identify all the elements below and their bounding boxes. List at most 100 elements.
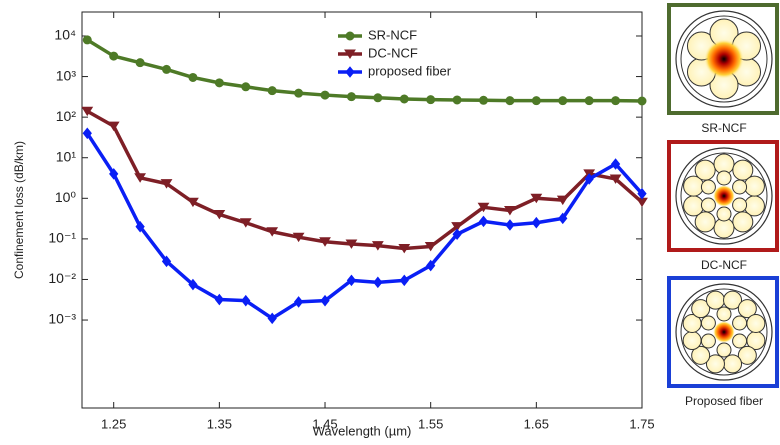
point xyxy=(556,195,569,206)
point xyxy=(584,96,594,106)
point xyxy=(611,96,621,106)
fiber-core-mode xyxy=(713,321,735,343)
y-tick-label: 10⁻¹ xyxy=(48,230,76,246)
point xyxy=(426,95,436,105)
fiber-tube xyxy=(716,206,732,222)
point xyxy=(294,88,304,98)
legend-label: DC-NCF xyxy=(368,45,418,60)
legend-marker xyxy=(344,49,356,59)
y-tick-label: 10³ xyxy=(56,67,77,83)
fiber-tube xyxy=(732,179,748,195)
point xyxy=(558,212,568,225)
point xyxy=(584,173,594,185)
point xyxy=(531,216,541,229)
point xyxy=(478,215,489,228)
x-tick-label: 1.35 xyxy=(207,416,232,431)
point xyxy=(530,193,543,204)
legend-marker xyxy=(345,31,355,41)
series-line xyxy=(85,132,644,321)
point xyxy=(610,158,621,170)
legend-label: SR-NCF xyxy=(368,27,417,42)
fiber-tube xyxy=(723,290,743,310)
fiber-tube xyxy=(705,290,725,310)
point xyxy=(267,312,277,325)
point xyxy=(452,228,462,241)
point xyxy=(213,209,226,220)
point xyxy=(346,92,356,102)
point xyxy=(188,278,198,291)
y-tick-label: 10⁻² xyxy=(48,270,76,286)
fiber-tube xyxy=(682,331,702,351)
fiber-tube xyxy=(700,333,716,349)
point xyxy=(239,218,252,228)
fiber-tube xyxy=(737,345,757,365)
fiber-tube xyxy=(700,315,716,331)
fiber-tube xyxy=(732,197,748,213)
fiber-tube xyxy=(723,354,743,374)
point xyxy=(266,227,279,237)
point xyxy=(426,259,436,272)
plot-frame xyxy=(81,11,643,409)
point xyxy=(399,274,409,287)
legend-marker xyxy=(345,66,355,78)
y-tick-label: 10⁻³ xyxy=(48,311,76,327)
fiber-tube xyxy=(716,170,732,186)
fiber-tube xyxy=(732,333,748,349)
panel-label: Proposed fiber xyxy=(685,394,763,408)
point xyxy=(477,202,490,213)
fiber-core-mode xyxy=(704,39,744,79)
point xyxy=(161,255,172,268)
point xyxy=(452,95,462,105)
point xyxy=(109,51,119,61)
point xyxy=(371,241,384,251)
point xyxy=(505,96,515,106)
fiber-tube xyxy=(732,159,754,181)
point xyxy=(398,243,411,254)
point xyxy=(637,187,647,200)
point xyxy=(107,121,120,132)
fiber-tube xyxy=(691,299,711,319)
point xyxy=(637,96,647,106)
point xyxy=(345,239,358,249)
point xyxy=(214,78,224,88)
point xyxy=(188,72,198,82)
panel-label: DC-NCF xyxy=(701,258,747,272)
point xyxy=(373,276,383,289)
fiber-tube xyxy=(694,159,716,181)
x-tick-label: 1.25 xyxy=(101,416,126,431)
point xyxy=(162,64,172,74)
point xyxy=(187,197,199,208)
point xyxy=(320,294,330,307)
fiber-tube xyxy=(716,306,732,322)
point xyxy=(160,179,173,189)
point xyxy=(504,206,516,216)
panel-label: SR-NCF xyxy=(701,121,746,135)
fiber-tube xyxy=(683,195,705,217)
y-tick-label: 10⁰ xyxy=(55,189,77,205)
x-tick-label: 1.65 xyxy=(524,416,549,431)
fiber-tube xyxy=(746,313,766,333)
point xyxy=(451,222,463,232)
point xyxy=(81,106,94,117)
point xyxy=(241,82,251,92)
point xyxy=(135,58,145,68)
x-axis-label: Wavelength (µm) xyxy=(313,423,412,438)
point xyxy=(319,237,331,247)
point xyxy=(214,293,224,306)
series-line xyxy=(86,109,644,251)
point xyxy=(531,96,541,106)
series-line xyxy=(86,38,643,103)
point xyxy=(505,219,515,231)
point xyxy=(424,241,437,252)
point xyxy=(241,294,251,307)
legend-label: proposed fiber xyxy=(368,63,452,78)
y-tick-label: 10¹ xyxy=(56,148,77,164)
fiber-tube xyxy=(694,211,716,233)
fiber-tube xyxy=(716,342,732,358)
point xyxy=(82,35,92,45)
fiber-tube xyxy=(732,315,748,331)
y-axis-label: Confinement loss (dB/km) xyxy=(12,141,26,279)
fiber-tube xyxy=(705,354,725,374)
point xyxy=(558,96,568,106)
